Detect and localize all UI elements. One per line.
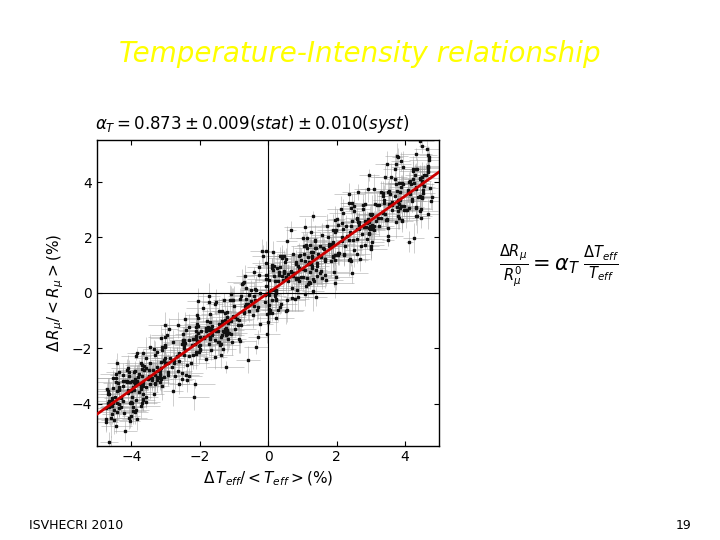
Y-axis label: $\Delta\,R_{\mu}/<R_{\mu}>(\%)$: $\Delta\,R_{\mu}/<R_{\mu}>(\%)$ xyxy=(46,234,66,352)
Text: 19: 19 xyxy=(675,519,691,532)
Text: $\alpha_T = 0.873 \pm 0.009(stat) \pm 0.010(syst)$: $\alpha_T = 0.873 \pm 0.009(stat) \pm 0.… xyxy=(95,113,409,135)
X-axis label: $\Delta\,T_{eff}/<T_{eff}>(\%)$: $\Delta\,T_{eff}/<T_{eff}>(\%)$ xyxy=(203,470,333,488)
Text: $\frac{\Delta R_{\mu}}{R_{\mu}^{0}} = \alpha_{T} \; \frac{\Delta T_{eff}}{T_{eff: $\frac{\Delta R_{\mu}}{R_{\mu}^{0}} = \a… xyxy=(499,242,618,289)
Text: Temperature-Intensity relationship: Temperature-Intensity relationship xyxy=(120,40,600,68)
Text: ISVHECRI 2010: ISVHECRI 2010 xyxy=(29,519,123,532)
